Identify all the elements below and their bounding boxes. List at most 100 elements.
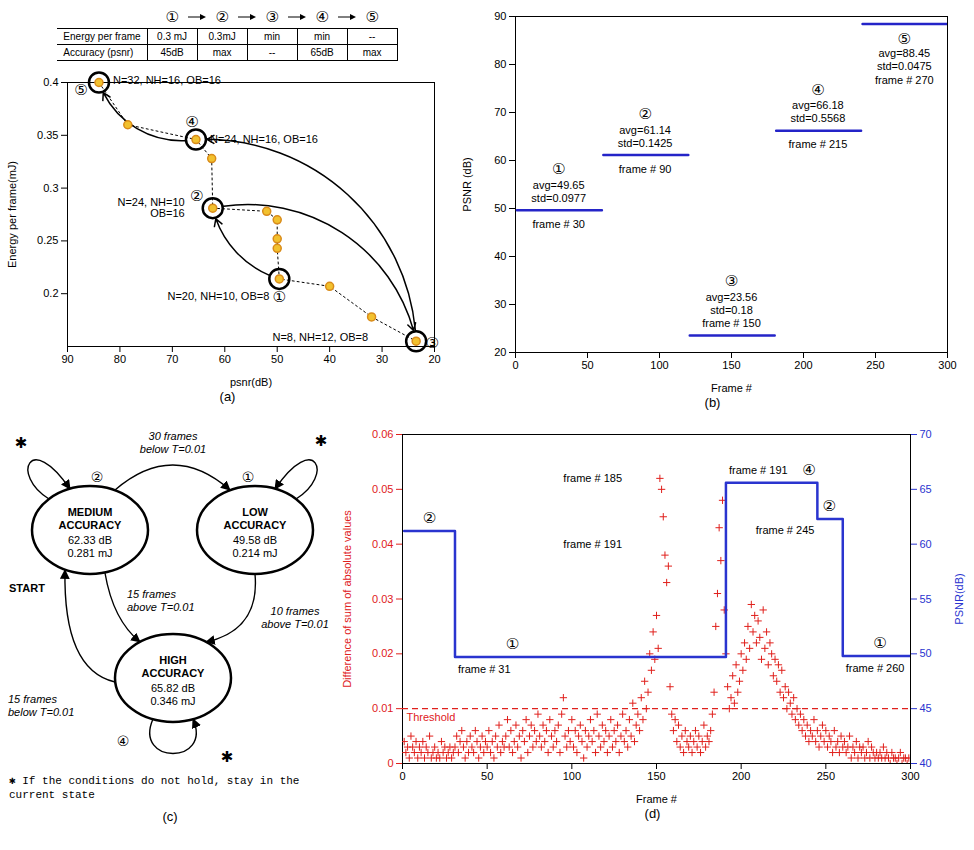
svg-text:frame # 215: frame # 215 [789,138,848,150]
svg-text:✱ If the conditions do not hol: ✱ If the conditions do not hold, stay in… [9,775,299,787]
svg-text:avg=23.56: avg=23.56 [706,291,758,303]
svg-text:70: 70 [920,428,932,440]
svg-text:current state: current state [9,789,95,801]
svg-text:psnr(dB): psnr(dB) [230,376,272,388]
svg-text:80: 80 [494,58,506,70]
svg-text:①: ① [873,634,886,652]
svg-text:15 frames: 15 frames [127,588,176,600]
svg-text:④: ④ [185,113,198,131]
svg-text:frame # 185: frame # 185 [563,472,622,484]
svg-text:50: 50 [494,202,506,214]
svg-text:①: ① [506,635,519,653]
svg-text:0.06: 0.06 [372,428,393,440]
svg-text:0.4: 0.4 [43,76,58,88]
svg-text:std=0.5568: std=0.5568 [791,112,846,124]
svg-text:65.82 dB: 65.82 dB [151,682,195,694]
svg-text:std=0.1425: std=0.1425 [618,137,673,149]
svg-text:avg=49.65: avg=49.65 [533,179,585,191]
svg-text:std=0.0977: std=0.0977 [531,192,586,204]
svg-text:Threshold: Threshold [407,711,456,723]
svg-text:60: 60 [920,538,932,550]
svg-text:300: 300 [901,770,919,782]
svg-text:✱: ✱ [15,434,28,452]
svg-text:⑤: ⑤ [898,30,911,48]
svg-text:frame # 30: frame # 30 [532,218,585,230]
svg-text:below T=0.01: below T=0.01 [140,443,206,455]
svg-text:⑤: ⑤ [74,81,87,99]
svg-text:50: 50 [920,647,932,659]
svg-text:Frame #: Frame # [636,793,678,805]
svg-text:②: ② [190,187,203,205]
svg-text:60: 60 [219,353,231,365]
svg-text:above T=0.01: above T=0.01 [127,601,195,613]
svg-text:ACCURACY: ACCURACY [142,667,206,679]
svg-text:40: 40 [494,250,506,262]
svg-text:0.04: 0.04 [372,538,393,550]
svg-text:PSNR (dB): PSNR (dB) [461,157,473,211]
svg-text:100: 100 [563,770,581,782]
svg-text:③: ③ [425,334,438,352]
svg-text:PSNR(dB): PSNR(dB) [953,573,965,624]
svg-text:ACCURACY: ACCURACY [59,519,123,531]
svg-text:std=0.18: std=0.18 [710,304,753,316]
svg-text:0.35: 0.35 [37,129,58,141]
svg-text:70: 70 [494,106,506,118]
svg-text:frame # 191: frame # 191 [729,464,788,476]
svg-text:frame # 31: frame # 31 [458,663,511,675]
svg-text:55: 55 [920,593,932,605]
svg-text:LOW: LOW [242,506,268,518]
svg-text:0.02: 0.02 [372,647,393,659]
svg-text:15 frames: 15 frames [8,693,57,705]
svg-text:above T=0.01: above T=0.01 [261,618,329,630]
svg-text:0: 0 [512,359,518,371]
svg-text:200: 200 [732,770,750,782]
svg-text:N=8, NH=12, OB=8: N=8, NH=12, OB=8 [272,331,368,343]
svg-text:40: 40 [920,757,932,769]
svg-text:②: ② [423,509,436,527]
svg-text:frame # 150: frame # 150 [702,317,761,329]
svg-text:③: ③ [725,272,738,290]
svg-text:HIGH: HIGH [159,654,187,666]
svg-text:①: ① [552,160,565,178]
svg-text:std=0.0475: std=0.0475 [877,60,932,72]
svg-text:N=32, NH=16, OB=16: N=32, NH=16, OB=16 [113,74,221,86]
svg-text:Difference of sum of absolute: Difference of sum of absolute values [341,510,353,688]
svg-text:30: 30 [494,298,506,310]
svg-text:65: 65 [920,483,932,495]
svg-text:0.05: 0.05 [372,483,393,495]
svg-text:frame # 245: frame # 245 [756,524,815,536]
svg-text:frame # 270: frame # 270 [875,74,934,86]
svg-text:250: 250 [866,359,884,371]
svg-text:②: ② [822,497,835,515]
svg-text:Frame #: Frame # [711,382,753,394]
svg-text:40: 40 [324,353,336,365]
svg-text:✱: ✱ [315,432,328,450]
svg-text:0.3: 0.3 [43,182,58,194]
svg-text:N=20, NH=10, OB=8: N=20, NH=10, OB=8 [167,290,269,302]
svg-text:62.33 dB: 62.33 dB [68,534,112,546]
svg-text:30 frames: 30 frames [149,430,198,442]
svg-text:250: 250 [817,770,835,782]
svg-text:below T=0.01: below T=0.01 [8,706,74,718]
svg-text:50: 50 [581,359,593,371]
svg-text:④: ④ [811,81,824,99]
svg-text:0.03: 0.03 [372,593,393,605]
svg-text:①: ① [242,469,255,485]
svg-text:Energy per frame(mJ): Energy per frame(mJ) [6,161,18,268]
svg-text:④: ④ [117,733,130,749]
svg-text:50: 50 [271,353,283,365]
svg-text:START: START [9,582,45,594]
svg-text:N=24, NH=10OB=16: N=24, NH=10OB=16 [117,196,184,219]
svg-text:150: 150 [647,770,665,782]
svg-text:avg=61.14: avg=61.14 [619,124,671,136]
svg-text:frame # 260: frame # 260 [846,662,905,674]
svg-text:150: 150 [722,359,740,371]
svg-text:49.58 dB: 49.58 dB [233,534,277,546]
svg-text:0.281 mJ: 0.281 mJ [67,547,112,559]
svg-text:80: 80 [114,353,126,365]
svg-text:N=24, NH=16, OB=16: N=24, NH=16, OB=16 [210,133,318,145]
svg-text:200: 200 [794,359,812,371]
svg-text:①: ① [273,288,286,306]
svg-text:0.346 mJ: 0.346 mJ [150,695,195,707]
svg-text:0.25: 0.25 [37,234,58,246]
